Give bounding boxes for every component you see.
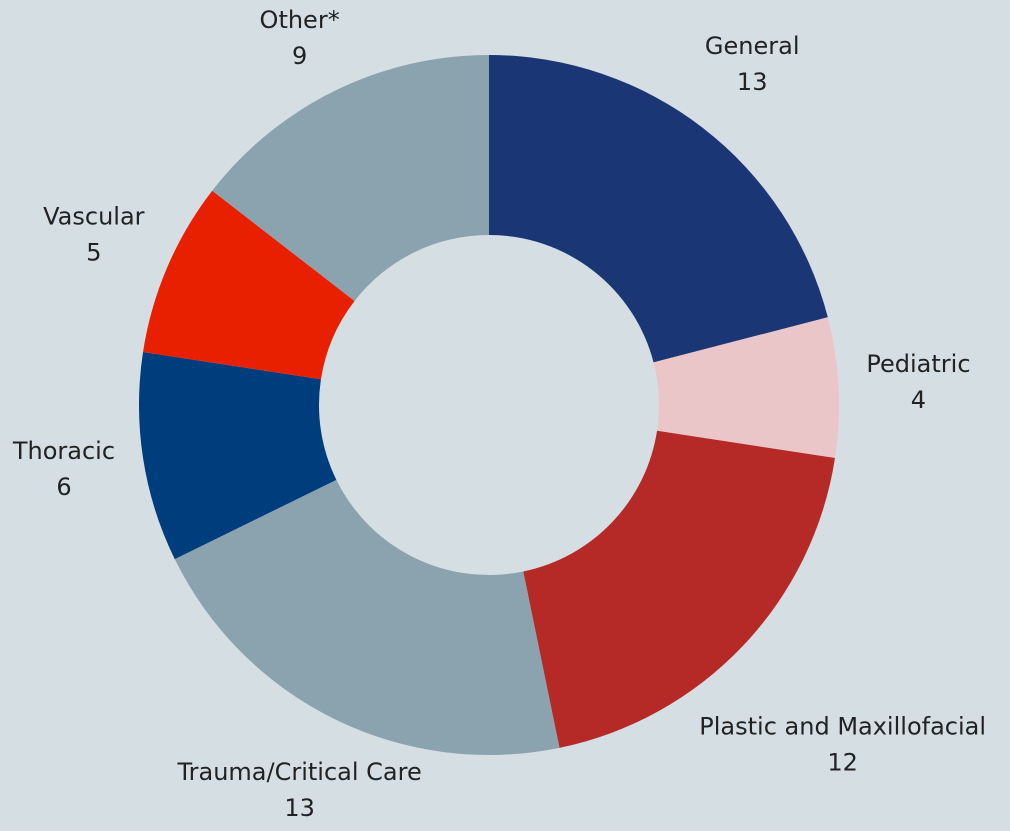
- slice-value: 5: [86, 238, 101, 266]
- donut-slice: [174, 479, 560, 755]
- donut-slice: [489, 55, 828, 363]
- slice-value: 13: [284, 794, 315, 822]
- slice-label: Vascular: [43, 202, 145, 230]
- slice-value: 6: [56, 473, 71, 501]
- slice-label: General: [705, 32, 800, 60]
- donut-slice: [212, 55, 489, 301]
- donut-slice: [523, 430, 835, 748]
- slice-label: Other*: [260, 6, 340, 34]
- slice-value: 9: [292, 42, 307, 70]
- slice-label: Trauma/Critical Care: [177, 758, 422, 786]
- slice-label: Thoracic: [12, 437, 115, 465]
- donut-slice: [139, 352, 337, 560]
- slice-value: 4: [911, 386, 926, 414]
- slice-label: Plastic and Maxillofacial: [699, 712, 986, 740]
- slice-label: Pediatric: [866, 350, 970, 378]
- donut-slice: [143, 190, 355, 380]
- slice-value: 13: [737, 68, 768, 96]
- donut-slice: [653, 317, 839, 458]
- slice-value: 12: [827, 748, 858, 776]
